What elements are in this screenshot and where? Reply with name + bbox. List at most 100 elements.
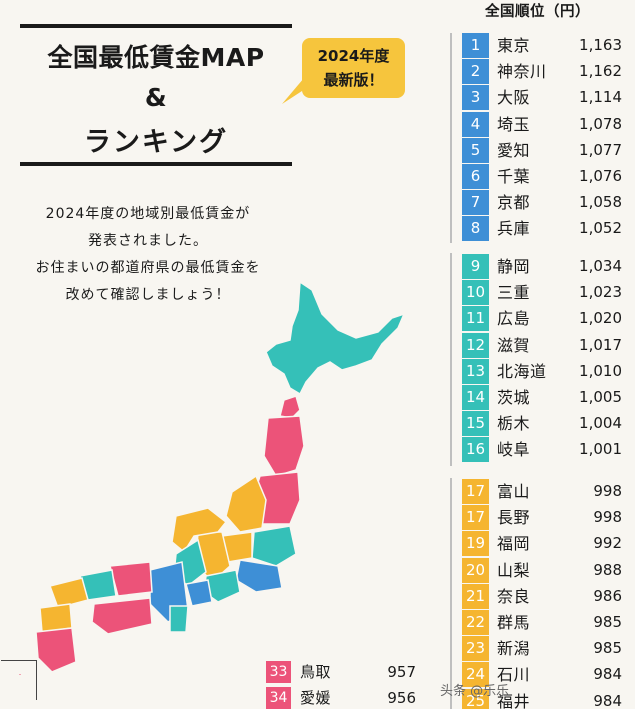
wage-value: 985 [593,639,622,658]
rank-number: 16 [462,437,489,463]
prefecture-name: 群馬 [497,613,531,632]
tier-divider [450,33,452,243]
intro-line: 発表されました。 [88,233,208,249]
wage-value: 1,058 [579,193,622,212]
ranking-row: 12 滋賀 1,017 [462,332,622,358]
prefecture-name: 埼玉 [497,114,531,134]
map-region-chugoku-east [109,561,153,597]
wage-value: 985 [593,613,622,631]
prefecture-name: 福岡 [497,534,531,554]
ranking-row: 4 埼玉 1,078 [462,111,622,137]
rank-number: 33 [266,661,291,683]
ranking-row: 6 千葉 1,076 [462,164,622,189]
wage-value: 986 [593,586,622,605]
rank-number: 4 [462,111,489,137]
prefecture-name: 大阪 [497,88,531,108]
rank-number: 9 [462,254,489,279]
intro-line: 改めて確認しましょう！ [65,287,231,303]
prefecture-name: 広島 [497,309,531,329]
watermark: 头条 @乐乐 [440,684,510,699]
map-region-hokuriku [171,507,228,554]
rank-number: 10 [462,280,489,306]
rank-number: 6 [462,164,489,189]
ranking-row: 17 富山 998 [462,479,622,504]
ranking-row: 24 石川 984 [462,662,622,688]
ranking-row: 9 静岡 1,034 [462,254,622,279]
rank-number: 17 [462,505,489,531]
prefecture-name: 神奈川 [497,62,547,82]
ranking-row: 14 茨城 1,005 [462,385,622,410]
map-region-okinawa [19,674,21,675]
rank-number: 17 [462,479,489,504]
prefecture-name: 富山 [497,482,531,501]
wage-value: 1,001 [579,440,622,459]
map-region-niigata [225,474,267,533]
ranking-row: 22 群馬 985 [462,610,622,635]
prefecture-name: 兵庫 [497,219,531,239]
wage-value: 957 [387,663,416,681]
ranking-row: 5 愛知 1,077 [462,137,622,163]
prefecture-name: 三重 [497,283,531,303]
ranking-row: 34 愛媛 956 [266,687,426,709]
rank-number: 15 [462,411,489,437]
map-region-yamaguchi [49,577,89,609]
badge-latest: 最新版！ [323,71,384,89]
prefecture-name: 岐阜 [497,440,531,460]
ranking-row: 33 鳥取 957 [266,661,426,685]
wage-value: 1,010 [579,361,622,380]
wage-value: 998 [593,482,622,500]
ranking-row: 3 大阪 1,114 [462,85,622,111]
okinawa-inset-frame [1,660,37,700]
wage-value: 1,114 [579,88,622,107]
ranking-row: 11 広島 1,020 [462,306,622,332]
map-region-tohoku-north [263,415,305,477]
wage-value: 992 [593,534,622,553]
title-block: 全国最低賃金MAP & ランキング [20,24,292,166]
map-region-shikoku [91,597,153,635]
wage-value: 956 [387,689,416,707]
prefecture-name: 滋賀 [497,335,531,355]
ranking-row: 19 福岡 992 [462,531,622,557]
prefecture-name: 愛知 [497,140,531,160]
page-title: 全国最低賃金MAP [47,43,265,72]
wage-value: 1,162 [579,62,622,81]
prefecture-name: 北海道 [497,361,547,381]
rank-number: 20 [462,557,489,583]
ranking-row: 21 奈良 986 [462,583,622,609]
wage-value: 984 [593,691,622,709]
prefecture-name: 長野 [497,508,531,528]
ranking-row: 2 神奈川 1,162 [462,59,622,85]
ranking-row: 1 東京 1,163 [462,33,622,58]
rank-number: 12 [462,332,489,358]
wage-value: 1,078 [579,114,622,133]
rank-number: 23 [462,636,489,662]
rank-number: 22 [462,610,489,635]
map-region-tokyo [235,559,283,593]
prefecture-name: 鳥取 [300,663,332,681]
prefecture-name: 石川 [497,665,531,685]
prefecture-name: 茨城 [497,388,531,407]
prefecture-name: 愛媛 [300,689,332,707]
rank-number: 8 [462,216,489,242]
intro-line: お住まいの都道府県の最低賃金を [35,260,261,276]
rank-number: 21 [462,583,489,609]
ranking-row: 25 福井 984 [462,688,622,709]
wage-value: 1,077 [579,140,622,159]
rank-number: 19 [462,531,489,557]
prefecture-name: 奈良 [497,586,531,606]
wage-value: 1,076 [579,167,622,185]
rank-number: 25 [462,688,489,709]
wage-value: 988 [593,560,622,579]
year-badge: 2024年度 最新版！ [302,38,405,98]
ranking-row: 8 兵庫 1,052 [462,216,622,242]
prefecture-name: 千葉 [497,167,531,186]
rank-number: 24 [462,662,489,688]
title-bottom-rule [20,162,292,166]
wage-value: 998 [593,508,622,527]
rank-number: 1 [462,33,489,58]
prefecture-name: 栃木 [497,414,531,434]
rank-number: 13 [462,358,489,384]
tier-divider [450,253,452,466]
map-region-kanto-north [251,525,297,567]
ranking-row: 13 北海道 1,010 [462,358,622,384]
